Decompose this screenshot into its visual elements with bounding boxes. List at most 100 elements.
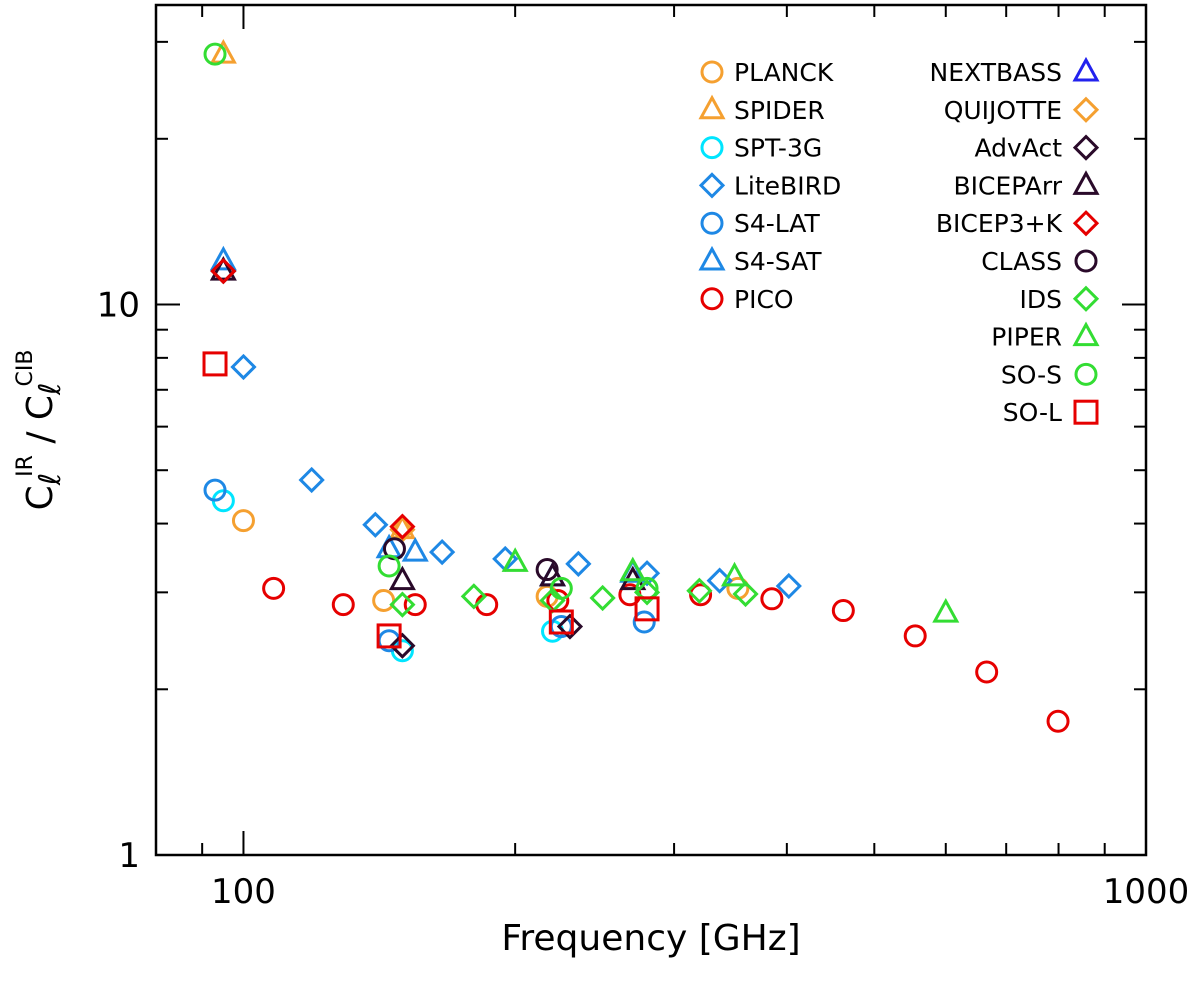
legend-label-advact: AdvAct [974, 134, 1062, 163]
legend-marker-spt-3g [700, 136, 724, 160]
legend-marker-piper [1072, 321, 1100, 347]
svg-text:CℓIR / CℓCIB: CℓIR / CℓCIB [13, 350, 68, 511]
y-label-sub-num: ℓ [33, 473, 68, 486]
y-label-sup-den: CIB [13, 350, 38, 387]
legend-marker-nextbass [1072, 56, 1100, 82]
point-advact [556, 613, 584, 640]
point-so-s [377, 554, 401, 578]
legend-marker-s4-lat [700, 211, 724, 235]
axis-ticks [155, 5, 1147, 856]
legend-marker-biceparr [1072, 170, 1100, 195]
legend-label-spt-3g: SPT-3G [734, 134, 822, 163]
point-s4-lat [632, 610, 656, 634]
y-label-base-den: C [20, 395, 61, 420]
point-pico [403, 593, 427, 617]
legend-label-biceparr: BICEPArr [954, 171, 1063, 200]
point-pico [475, 593, 499, 617]
legend-marker-class [1074, 249, 1098, 273]
point-biceparr [209, 255, 237, 281]
legend-marker-so-l [1073, 399, 1099, 425]
legend-marker-spider [698, 94, 726, 120]
point-ids [589, 584, 616, 612]
legend-marker-pico [700, 287, 724, 311]
point-pico [903, 624, 927, 648]
y-label-sub-den: ℓ [33, 383, 68, 396]
legend-label-quijotte: QUIJOTTE [944, 96, 1062, 125]
legend-marker-litebird [698, 172, 726, 199]
legend-label-s4-lat: S4-LAT [734, 209, 820, 238]
point-piper [501, 547, 529, 572]
data-points [202, 39, 1070, 733]
y-label-sep: / [20, 420, 61, 455]
legend-marker-advact [1072, 134, 1100, 161]
legend-label-bicep3-k: BICEP3+K [936, 209, 1063, 238]
legend-label-spider: SPIDER [734, 96, 825, 125]
x-tick-label: 1000 [1103, 872, 1190, 912]
point-so-l [548, 609, 574, 635]
point-s4-sat [401, 536, 429, 562]
point-so-l [376, 623, 402, 649]
point-bicep3-k [389, 513, 416, 540]
y-tick-label: 10 [97, 286, 140, 326]
legend-marker-s4-sat [698, 245, 726, 271]
point-ids [389, 591, 416, 618]
point-pico [1046, 709, 1070, 733]
point-advact [389, 632, 416, 659]
tick-labels: 100 1000 1 10 [97, 286, 1190, 912]
point-so-s [203, 42, 227, 66]
point-pico [760, 587, 784, 611]
point-pico [331, 593, 355, 617]
legend-label-so-s: SO-S [1001, 360, 1062, 389]
point-litebird [298, 466, 325, 494]
legend-marker-so-s [1074, 362, 1098, 386]
point-litebird [362, 511, 389, 538]
point-bicep3-k [210, 257, 237, 285]
point-so-s [549, 576, 573, 600]
y-axis-title: CℓIR / CℓCIB [13, 350, 68, 511]
point-class [535, 558, 559, 582]
legend-label-so-l: SO-L [1003, 398, 1062, 427]
legend-marker-bicep3-k [1072, 210, 1100, 237]
point-litebird [428, 538, 456, 566]
point-litebird [775, 572, 802, 600]
legend-label-class: CLASS [981, 247, 1062, 276]
point-so-l [634, 596, 660, 622]
point-ids [633, 579, 661, 606]
point-piper [619, 556, 647, 582]
point-s4-lat [203, 478, 227, 502]
x-tick-label: 100 [211, 872, 276, 912]
legend-label-planck: PLANCK [734, 58, 834, 87]
point-spider [209, 39, 237, 64]
point-biceparr [388, 565, 416, 591]
point-ids [686, 577, 713, 604]
legend-marker-quijotte [1072, 96, 1100, 123]
point-litebird [230, 353, 257, 381]
point-ids [732, 580, 759, 608]
legend-label-s4-sat: S4-SAT [734, 247, 822, 276]
point-pico [262, 576, 286, 600]
legend-label-piper: PIPER [991, 323, 1062, 352]
y-label-sup-num: IR [13, 455, 38, 477]
legend-label-nextbass: NEXTBASS [930, 58, 1062, 87]
legend-label-litebird: LiteBIRD [734, 171, 841, 200]
legend-label-ids: IDS [1020, 285, 1063, 314]
point-pico [975, 660, 999, 684]
x-axis-title: Frequency [GHz] [501, 918, 800, 959]
point-planck [372, 588, 396, 612]
point-s4-sat [209, 245, 237, 271]
point-so-l [202, 351, 228, 377]
y-tick-label: 1 [118, 836, 140, 876]
plot-frame [154, 3, 1148, 857]
point-litebird [565, 550, 592, 577]
point-ids [460, 583, 487, 610]
legend-marker-planck [700, 60, 724, 84]
point-pico [831, 599, 855, 623]
point-piper [720, 561, 749, 587]
point-piper [932, 598, 960, 623]
legend: PLANCK SPIDER SPT-3G LiteBIRD S4-LAT S4-SAT PI… [698, 56, 1100, 427]
y-label-base-num: C [20, 485, 61, 510]
legend-marker-ids [1072, 285, 1100, 312]
point-planck [231, 509, 255, 533]
legend-label-pico: PICO [734, 285, 794, 314]
